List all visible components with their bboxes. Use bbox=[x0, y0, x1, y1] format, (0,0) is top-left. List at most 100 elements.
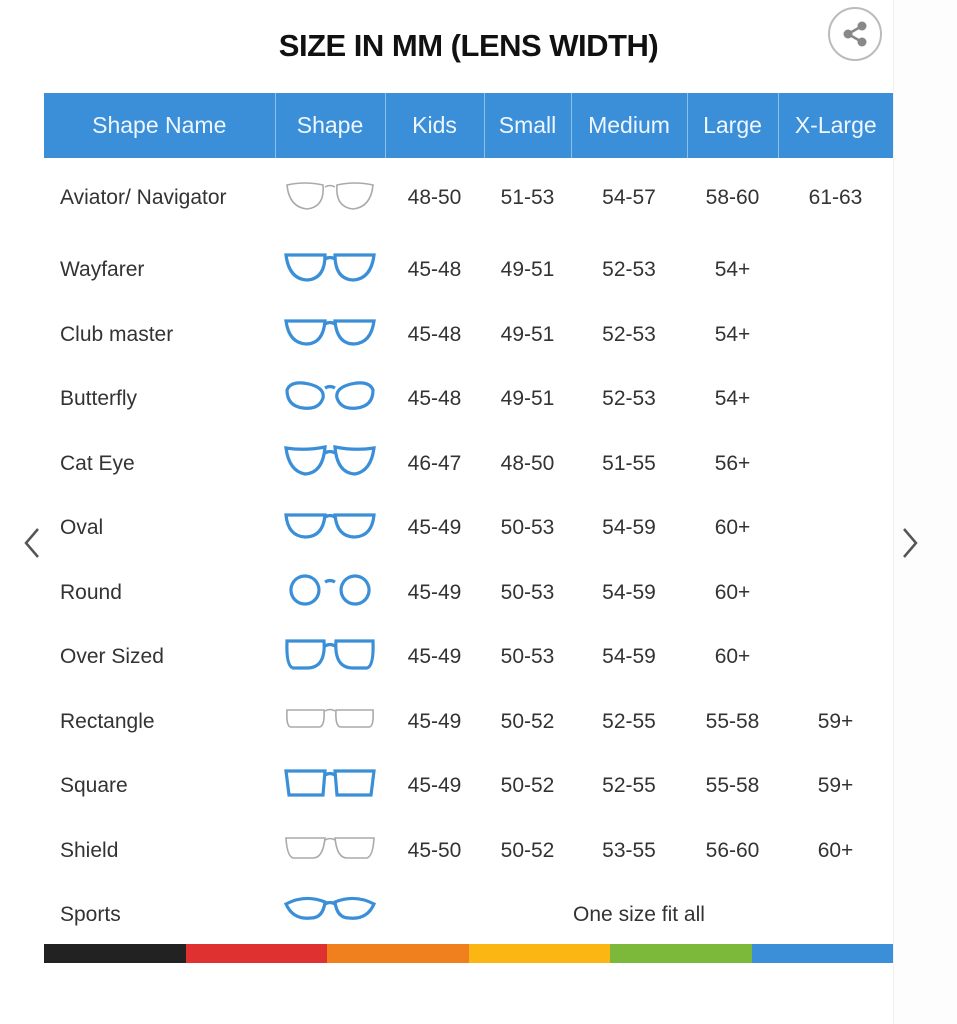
size-table: Shape Name Shape Kids Small Medium Large X-Lar… bbox=[44, 93, 893, 948]
size-value bbox=[778, 238, 893, 303]
chevron-right-icon[interactable] bbox=[898, 525, 922, 561]
column-header: Large bbox=[686, 93, 778, 158]
table-row: Aviator/ Navigator 48-50 51-53 54-57 58-60 61… bbox=[44, 158, 893, 238]
size-value: 45-48 bbox=[407, 258, 462, 282]
wayfarer-glasses-icon bbox=[284, 253, 376, 282]
size-value: 56+ bbox=[714, 451, 751, 475]
size-value: 60+ bbox=[714, 580, 751, 604]
color-segment bbox=[751, 944, 893, 963]
column-header: Small bbox=[483, 93, 571, 158]
column-header: Kids bbox=[384, 93, 484, 158]
size-value: 49-51 bbox=[500, 258, 555, 282]
table-row: Oval 45-49 50-53 54-59 60+ bbox=[44, 496, 893, 561]
column-header: Medium bbox=[570, 93, 687, 158]
size-value: 54+ bbox=[714, 258, 751, 282]
shape-cell bbox=[275, 883, 385, 948]
color-segment bbox=[468, 944, 610, 963]
size-value: 54+ bbox=[714, 322, 751, 346]
size-value: 50-52 bbox=[500, 838, 555, 862]
size-value bbox=[778, 625, 893, 690]
oversized-glasses-icon bbox=[285, 639, 375, 670]
size-value: 50-53 bbox=[500, 516, 555, 540]
size-value: 45-49 bbox=[407, 709, 462, 733]
size-value: 49-51 bbox=[500, 387, 555, 411]
shape-cell bbox=[275, 158, 385, 238]
table-row: Square 45-49 50-52 52-55 55-58 59+ bbox=[44, 754, 893, 819]
size-value: 45-49 bbox=[407, 580, 462, 604]
size-value: 52-55 bbox=[602, 774, 656, 798]
shape-name: Aviator/ Navigator bbox=[60, 186, 227, 209]
page-edge bbox=[893, 0, 957, 1024]
size-value: 52-53 bbox=[602, 322, 656, 346]
page-title: SIZE IN MM (LENS WIDTH) bbox=[278, 28, 659, 63]
size-value: 51-53 bbox=[500, 186, 555, 209]
table-row: Over Sized 45-49 50-53 54-59 60+ bbox=[44, 625, 893, 690]
color-segment bbox=[610, 944, 752, 963]
shape-cell bbox=[275, 561, 385, 626]
size-value: 55-58 bbox=[705, 774, 760, 798]
size-value: 48-50 bbox=[500, 451, 555, 475]
aviator-glasses-icon bbox=[286, 182, 374, 210]
shape-name: Cat Eye bbox=[60, 451, 135, 475]
table-row: Sports One size fit all bbox=[44, 883, 893, 948]
table-row: Cat Eye 46-47 48-50 51-55 56+ bbox=[44, 432, 893, 497]
table-row: Wayfarer 45-48 49-51 52-53 54+ bbox=[44, 238, 893, 303]
sports-glasses-icon bbox=[283, 897, 377, 921]
color-bar bbox=[44, 944, 893, 963]
size-value: 45-50 bbox=[407, 838, 462, 862]
size-value: 50-52 bbox=[500, 709, 555, 733]
table-row: Butterfly 45-48 49-51 52-53 54+ bbox=[44, 367, 893, 432]
size-value: 60+ bbox=[714, 516, 751, 540]
size-value: 59+ bbox=[817, 774, 854, 798]
size-value: 46-47 bbox=[407, 451, 462, 475]
shape-name: Club master bbox=[60, 322, 174, 346]
size-value bbox=[778, 367, 893, 432]
table-row: Club master 45-48 49-51 52-53 54+ bbox=[44, 303, 893, 368]
size-value: 54-59 bbox=[602, 645, 656, 669]
column-header: Shape bbox=[274, 93, 385, 158]
round-glasses-icon bbox=[289, 574, 371, 606]
color-segment bbox=[327, 944, 469, 963]
size-value: 59+ bbox=[817, 709, 854, 733]
size-value: 60+ bbox=[714, 645, 751, 669]
size-value bbox=[778, 496, 893, 561]
color-segment bbox=[185, 944, 327, 963]
one-size-note: One size fit all bbox=[573, 903, 705, 927]
shape-name: Over Sized bbox=[60, 645, 164, 669]
chevron-left-icon[interactable] bbox=[20, 525, 44, 561]
table-row: Shield 45-50 50-52 53-55 56-60 60+ bbox=[44, 819, 893, 884]
size-value: 58-60 bbox=[705, 186, 760, 209]
column-header: X-Large bbox=[777, 93, 893, 158]
shape-name: Shield bbox=[60, 838, 119, 862]
square-glasses-icon bbox=[284, 769, 376, 797]
size-value: 54+ bbox=[714, 387, 751, 411]
size-value: 45-48 bbox=[407, 322, 462, 346]
share-icon bbox=[843, 21, 867, 47]
size-value: 50-52 bbox=[500, 774, 555, 798]
shape-cell bbox=[275, 690, 385, 755]
size-value: 54-59 bbox=[602, 580, 656, 604]
size-value bbox=[778, 303, 893, 368]
shape-name: Butterfly bbox=[60, 387, 138, 411]
size-value: 45-48 bbox=[407, 387, 462, 411]
color-segment bbox=[44, 944, 186, 963]
shape-cell bbox=[275, 754, 385, 819]
size-value: 55-58 bbox=[705, 709, 760, 733]
size-value: 45-49 bbox=[407, 516, 462, 540]
shape-cell bbox=[275, 367, 385, 432]
size-value: 45-49 bbox=[407, 774, 462, 798]
size-value: 61-63 bbox=[808, 186, 863, 209]
size-value: 50-53 bbox=[500, 580, 555, 604]
size-value bbox=[778, 432, 893, 497]
shape-name: Sports bbox=[60, 903, 121, 927]
shape-name: Oval bbox=[60, 516, 104, 540]
size-value: 52-55 bbox=[602, 709, 656, 733]
oval-glasses-icon bbox=[284, 513, 376, 539]
share-button[interactable] bbox=[828, 7, 882, 61]
shape-cell bbox=[275, 432, 385, 497]
shape-cell bbox=[275, 238, 385, 303]
size-value: 53-55 bbox=[602, 838, 656, 862]
cateye-glasses-icon bbox=[284, 444, 376, 476]
shape-name: Wayfarer bbox=[60, 258, 145, 282]
size-value: 60+ bbox=[817, 838, 854, 862]
